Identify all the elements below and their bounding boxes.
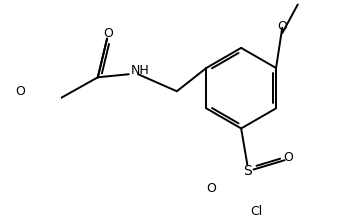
Text: Cl: Cl (251, 205, 263, 218)
Text: S: S (243, 164, 252, 178)
Text: O: O (206, 182, 216, 195)
Text: O: O (283, 151, 293, 164)
Text: O: O (277, 20, 287, 33)
Text: NH: NH (130, 64, 149, 77)
Text: O: O (104, 27, 113, 40)
Text: O: O (15, 85, 25, 98)
